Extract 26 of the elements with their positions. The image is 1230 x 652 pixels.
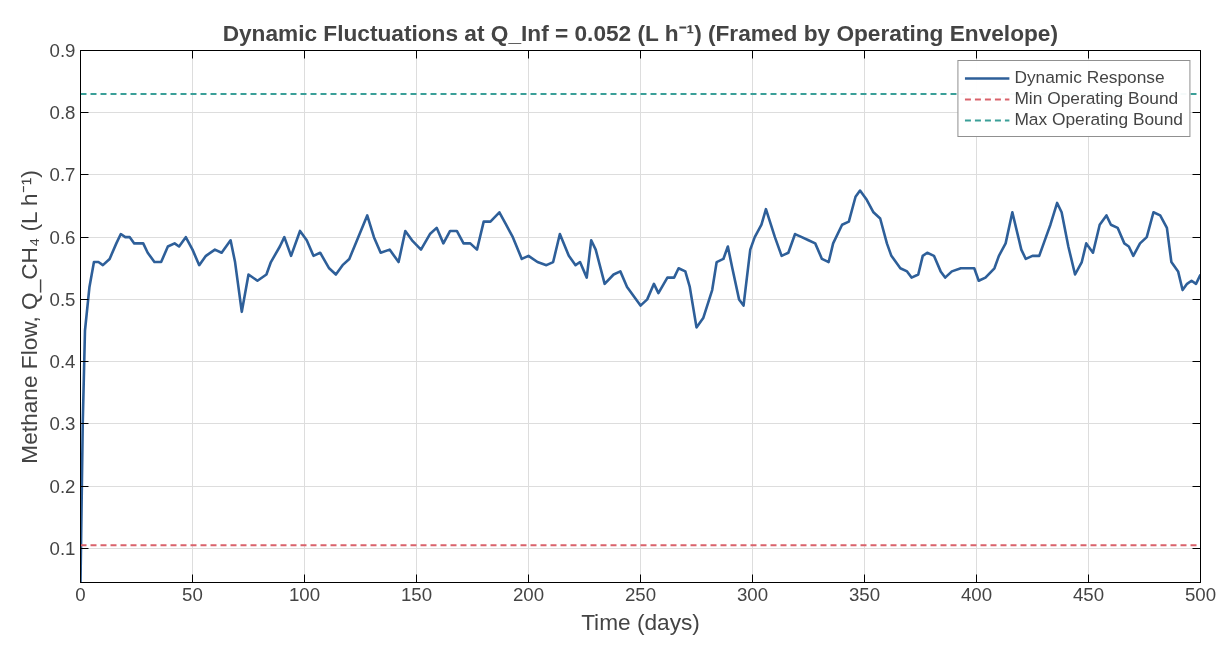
y-tick-label: 0.3: [49, 413, 76, 435]
x-tick-label: 300: [736, 583, 769, 605]
x-tick-label: 350: [848, 583, 881, 605]
x-tick-label: 250: [624, 583, 657, 605]
x-axis-title: Time (days): [581, 608, 700, 635]
x-tick-label: 50: [182, 583, 203, 605]
x-tick-label: 450: [1072, 583, 1105, 605]
x-tick-label: 500: [1184, 583, 1217, 605]
y-tick-label: 0.7: [49, 164, 76, 186]
legend-label: Min Operating Bound: [1014, 88, 1179, 109]
legend-label: Dynamic Response: [1014, 67, 1165, 88]
y-tick-label: 0.6: [49, 226, 76, 248]
y-tick-label: 0.1: [49, 537, 76, 559]
y-axis-title: Methane Flow, Q_CH₄ (L h⁻¹): [15, 170, 42, 464]
x-tick-label: 100: [288, 583, 321, 605]
x-tick-label: 200: [512, 583, 545, 605]
y-tick-label: 0.9: [49, 40, 76, 61]
chart-title: Dynamic Fluctuations at Q_Inf = 0.052 (L h⁻¹) (Framed by Operating Envelope): [222, 19, 1058, 46]
y-tick-label: 0.8: [49, 102, 76, 124]
x-tick-label: 400: [960, 583, 993, 605]
x-tick-label: 0: [75, 583, 86, 605]
y-tick-label: 0.5: [49, 288, 76, 310]
x-tick-label: 150: [400, 583, 433, 605]
legend-label: Max Operating Bound: [1014, 109, 1183, 130]
y-tick-label: 0.2: [49, 475, 76, 497]
y-tick-label: 0.4: [49, 351, 76, 373]
